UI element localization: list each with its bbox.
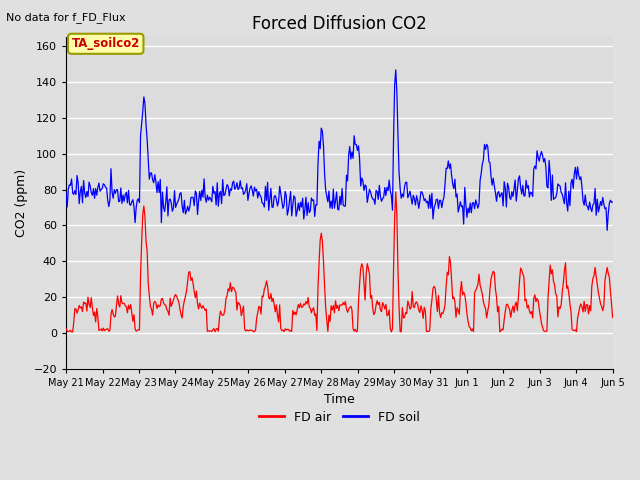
Y-axis label: CO2 (ppm): CO2 (ppm) [15,169,28,237]
Title: Forced Diffusion CO2: Forced Diffusion CO2 [252,15,427,33]
Legend: FD air, FD soil: FD air, FD soil [253,406,425,429]
Text: TA_soilco2: TA_soilco2 [72,37,140,50]
X-axis label: Time: Time [324,393,355,406]
Text: No data for f_FD_Flux: No data for f_FD_Flux [6,12,126,23]
